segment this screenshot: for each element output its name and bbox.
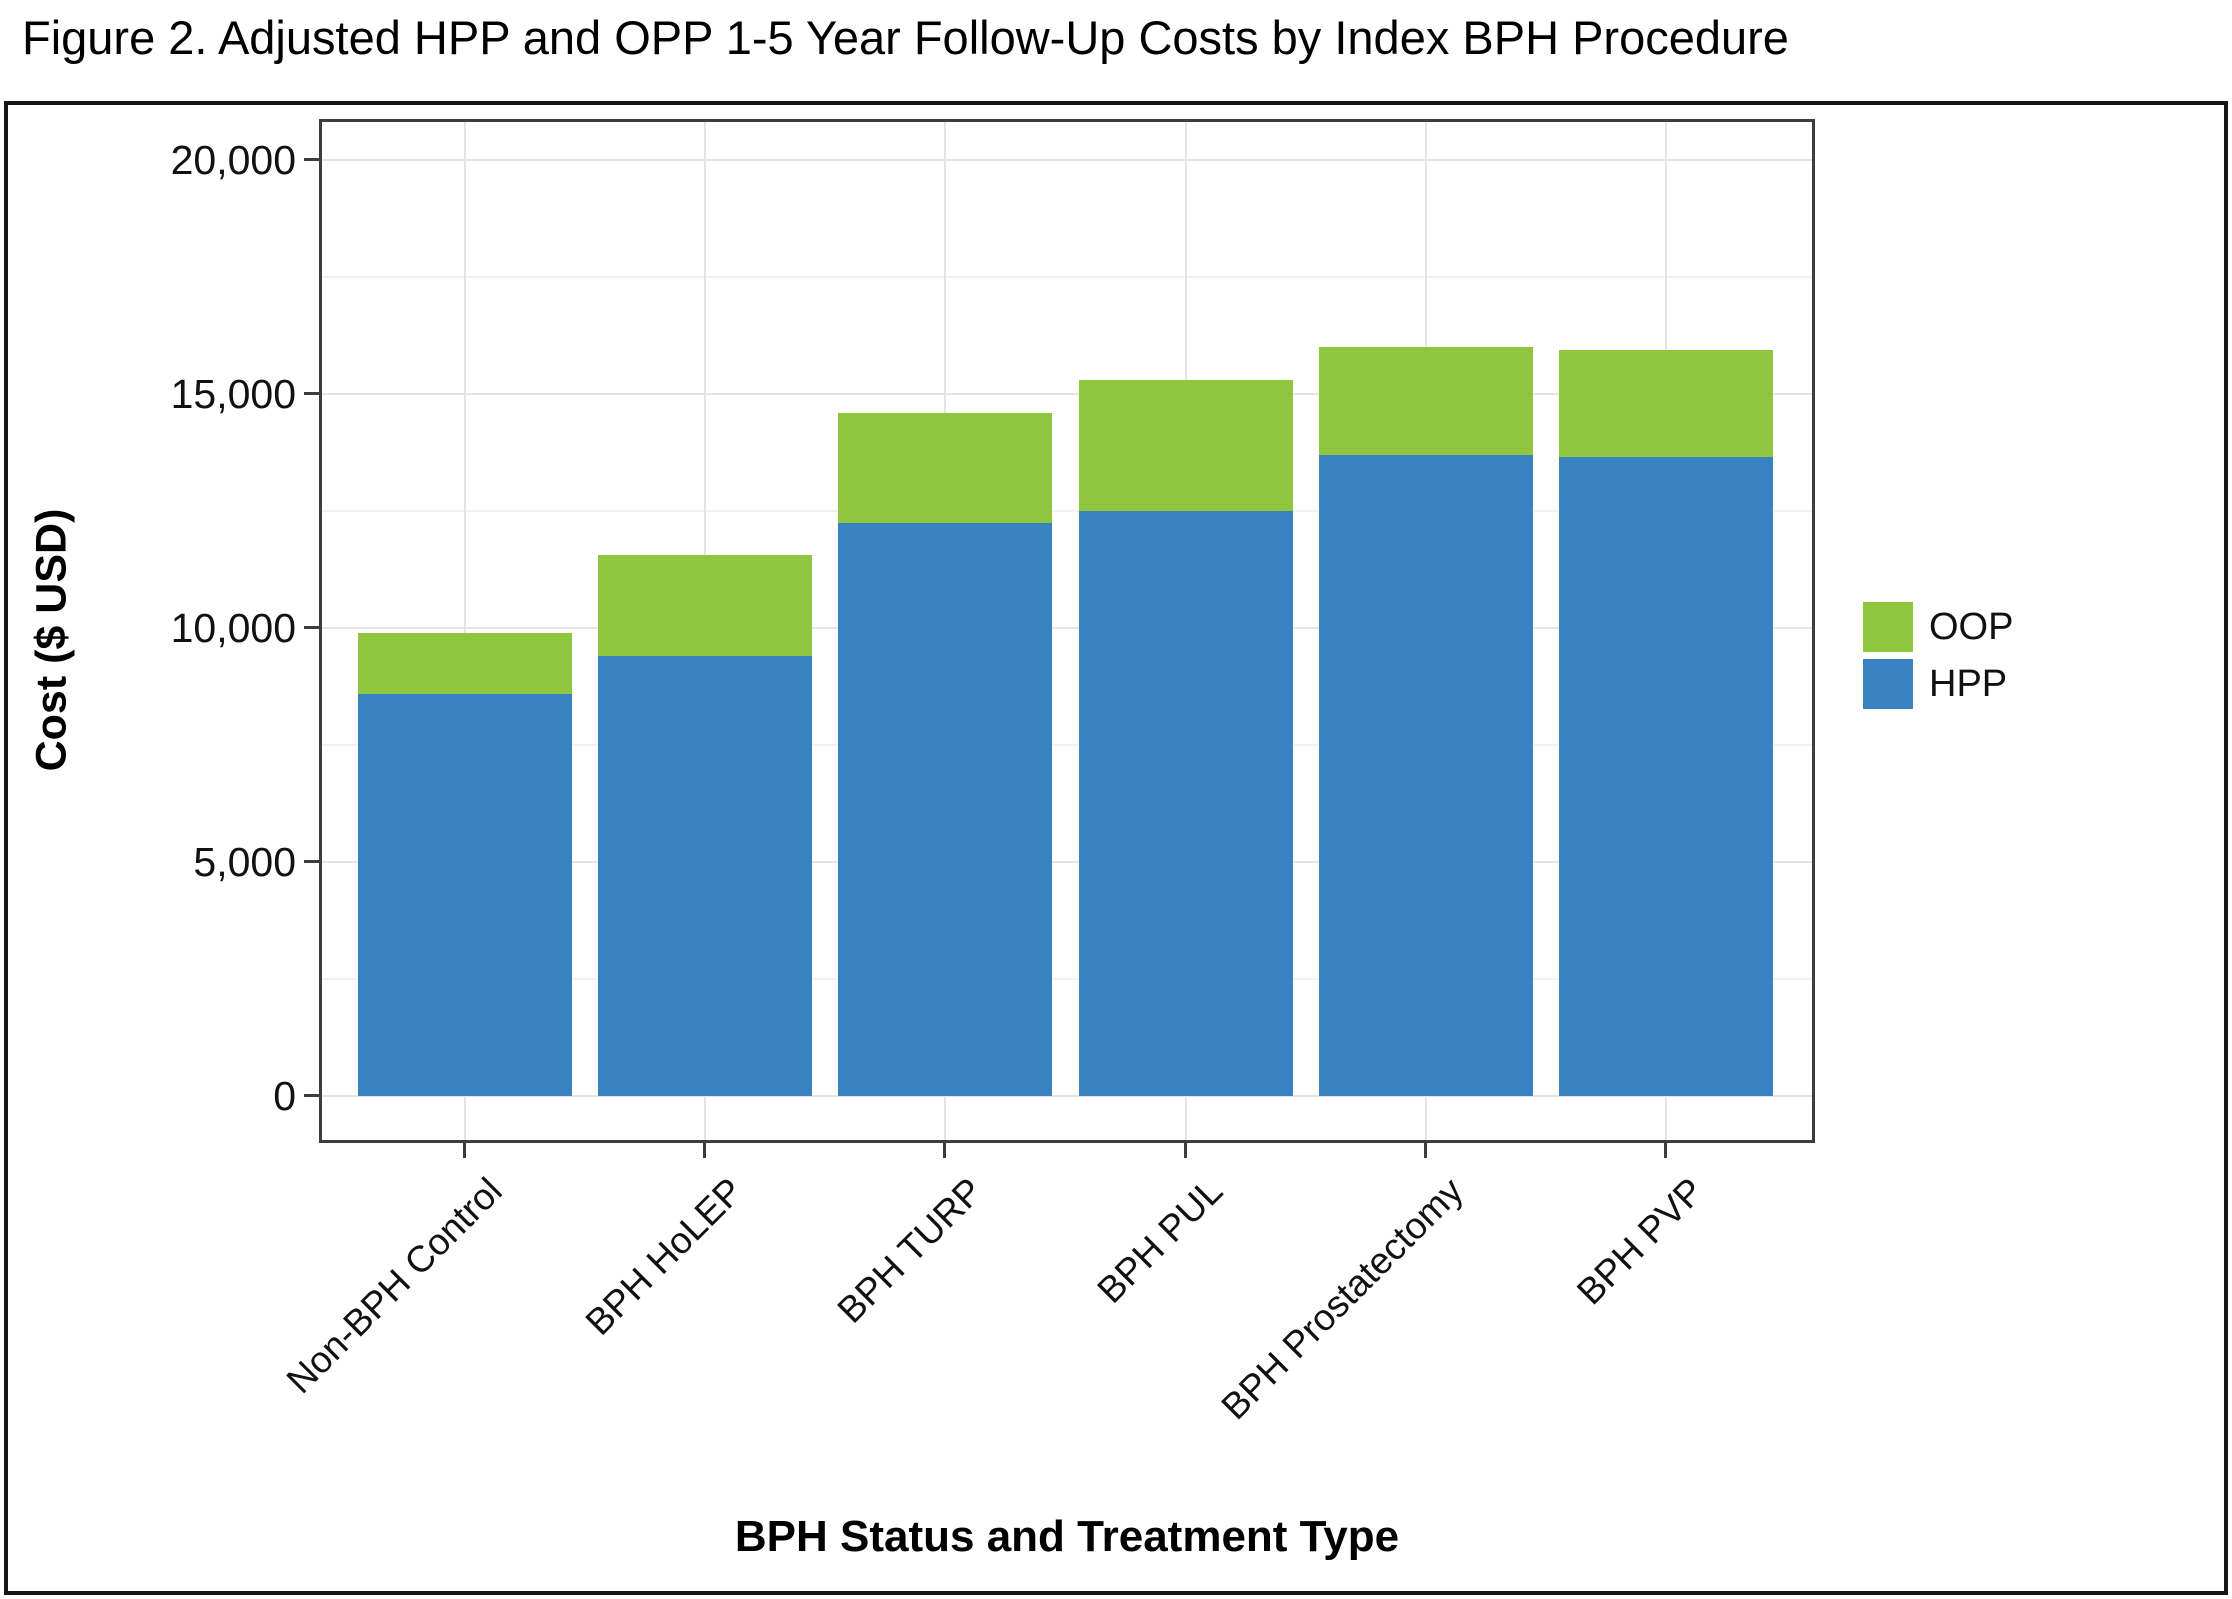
x-axis-title: BPH Status and Treatment Type bbox=[734, 1512, 1400, 1561]
y-tick-mark-0 bbox=[304, 1094, 319, 1097]
y-tick-label-15000: 15,000 bbox=[170, 371, 296, 417]
y-tick-label-20000: 20,000 bbox=[170, 137, 296, 183]
x-tick-mark-0 bbox=[463, 1143, 466, 1158]
bar-segment-hpp-2 bbox=[838, 522, 1053, 1096]
gridline-major-20000 bbox=[322, 159, 1812, 161]
gridline-vertical-0 bbox=[464, 122, 466, 1140]
y-tick-mark-20000 bbox=[304, 158, 319, 161]
bar-segment-oop-1 bbox=[598, 555, 813, 657]
legend-swatch-oop bbox=[1863, 602, 1913, 652]
figure-border bbox=[4, 101, 2228, 1595]
bar-segment-hpp-1 bbox=[598, 656, 813, 1096]
gridline-major-5000 bbox=[322, 861, 1812, 863]
y-axis-title: Cost ($ USD) bbox=[27, 508, 76, 772]
x-tick-mark-4 bbox=[1423, 1143, 1427, 1158]
plot-panel bbox=[319, 119, 1815, 1143]
figure-title: Figure 2. Adjusted HPP and OPP 1-5 Year … bbox=[22, 11, 1789, 64]
bar-segment-oop-0 bbox=[358, 632, 572, 694]
gridline-major-10000 bbox=[322, 627, 1812, 629]
legend-label-hpp: HPP bbox=[1929, 662, 2008, 705]
bar-segment-oop-4 bbox=[1318, 347, 1533, 455]
bar-segment-oop-5 bbox=[1559, 349, 1773, 458]
x-tick-mark-3 bbox=[1183, 1143, 1187, 1158]
bar-segment-oop-3 bbox=[1078, 379, 1293, 511]
y-tick-mark-5000 bbox=[304, 860, 319, 863]
legend-label-oop: OOP bbox=[1929, 605, 2014, 648]
bar-segment-hpp-5 bbox=[1559, 457, 1773, 1096]
x-tick-mark-1 bbox=[703, 1143, 707, 1158]
legend-entry-hpp: HPP bbox=[1863, 659, 2013, 709]
bar-segment-hpp-4 bbox=[1318, 454, 1533, 1096]
gridline-minor-17500 bbox=[322, 276, 1812, 278]
bar-segment-hpp-3 bbox=[1078, 511, 1293, 1096]
y-tick-label-10000: 10,000 bbox=[170, 605, 296, 651]
y-tick-mark-10000 bbox=[304, 626, 319, 629]
legend-entry-oop: OOP bbox=[1863, 602, 2013, 652]
x-tick-mark-2 bbox=[943, 1143, 947, 1158]
gridline-minor-7500 bbox=[322, 744, 1812, 746]
x-tick-mark-5 bbox=[1664, 1143, 1667, 1158]
y-tick-label-0: 0 bbox=[273, 1073, 296, 1119]
y-tick-label-5000: 5,000 bbox=[193, 839, 296, 885]
bar-segment-oop-2 bbox=[838, 412, 1053, 523]
legend: OOP HPP bbox=[1863, 602, 2013, 716]
gridline-minor-2500 bbox=[322, 978, 1812, 980]
bar-segment-hpp-0 bbox=[358, 693, 572, 1096]
gridline-minor-12500 bbox=[322, 510, 1812, 512]
y-tick-mark-15000 bbox=[304, 392, 319, 395]
legend-swatch-hpp bbox=[1863, 659, 1913, 709]
gridline-major-0 bbox=[322, 1095, 1812, 1097]
gridline-major-15000 bbox=[322, 393, 1812, 395]
